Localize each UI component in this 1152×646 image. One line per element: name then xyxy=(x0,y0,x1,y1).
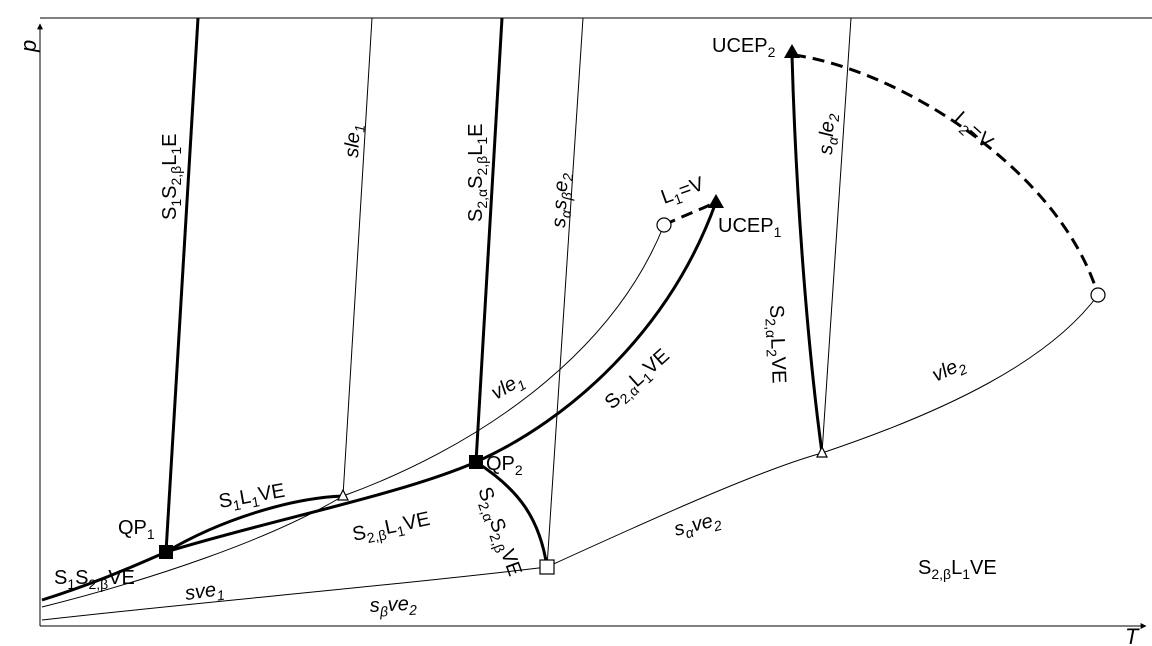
curve-save2 xyxy=(546,452,823,568)
curve-s2as2bve xyxy=(475,460,549,568)
circle-marker-l1v xyxy=(656,217,672,233)
label-sale2: sαle2 xyxy=(815,113,842,156)
ucep2-marker xyxy=(784,44,800,58)
curve-sale2 xyxy=(821,17,852,454)
label-sle1: sle1 xyxy=(341,124,368,159)
curve-s2al2ve xyxy=(790,54,824,454)
label-vle1: vle1 xyxy=(488,369,529,407)
qp1-label: QP1 xyxy=(118,517,155,542)
curve-l2v xyxy=(793,53,1100,296)
ucep1-marker xyxy=(708,194,724,208)
label-s2as2bl1e: S2,αS2,βL1E xyxy=(465,124,490,222)
qp2-label: QP2 xyxy=(486,453,523,478)
qp2-marker xyxy=(469,455,483,469)
label-s2al1ve: S2,αL1VE xyxy=(601,345,676,416)
curve-s2as2bl1e xyxy=(474,17,504,463)
curve-s2bl1ve xyxy=(165,460,477,554)
curve-sasbe2 xyxy=(546,17,584,568)
label-vle2: vle2 xyxy=(929,352,970,389)
curve-sle1 xyxy=(342,17,373,497)
label-sve1: sve1 xyxy=(184,578,226,608)
label-s2bl1ve-region: S2,βL1VE xyxy=(918,557,997,582)
qp1-marker xyxy=(159,545,173,559)
curve-s1s2b-ve xyxy=(41,550,167,602)
ucep1-label: UCEP1 xyxy=(718,215,782,240)
curve-s1s2bl1e xyxy=(164,17,200,553)
triangle-marker-sle1 xyxy=(337,488,349,501)
quadruple-open-square-marker xyxy=(539,559,555,575)
curve-sbve2 xyxy=(41,566,548,621)
label-sbve2: sβve2 xyxy=(369,593,417,620)
curve-s2al1ve xyxy=(475,201,718,464)
curve-vle1 xyxy=(342,224,665,497)
label-s1s2bl1e: S1S2,βL1E xyxy=(159,134,184,220)
label-s1s2b-ve: S1S2,βVE xyxy=(54,567,135,592)
label-s1l1ve: S1L1VE xyxy=(217,480,287,516)
curve-s1l1ve xyxy=(165,494,344,554)
ucep2-label: UCEP2 xyxy=(712,35,776,60)
label-s2bl1ve-mid: S2,βL1VE xyxy=(350,508,432,549)
label-s2al2ve: S2,αL2VE xyxy=(762,304,790,384)
triangle-marker-sale2 xyxy=(816,445,828,458)
curve-vle2 xyxy=(821,294,1099,454)
circle-marker-l2v xyxy=(1090,287,1106,303)
label-sasbe2: sαsβe2 xyxy=(548,172,576,228)
label-l1v: L1=V xyxy=(658,173,708,212)
label-save2: sαve2 xyxy=(672,508,724,544)
y-axis-label: p xyxy=(16,40,41,53)
x-axis-label: T xyxy=(1125,624,1140,646)
